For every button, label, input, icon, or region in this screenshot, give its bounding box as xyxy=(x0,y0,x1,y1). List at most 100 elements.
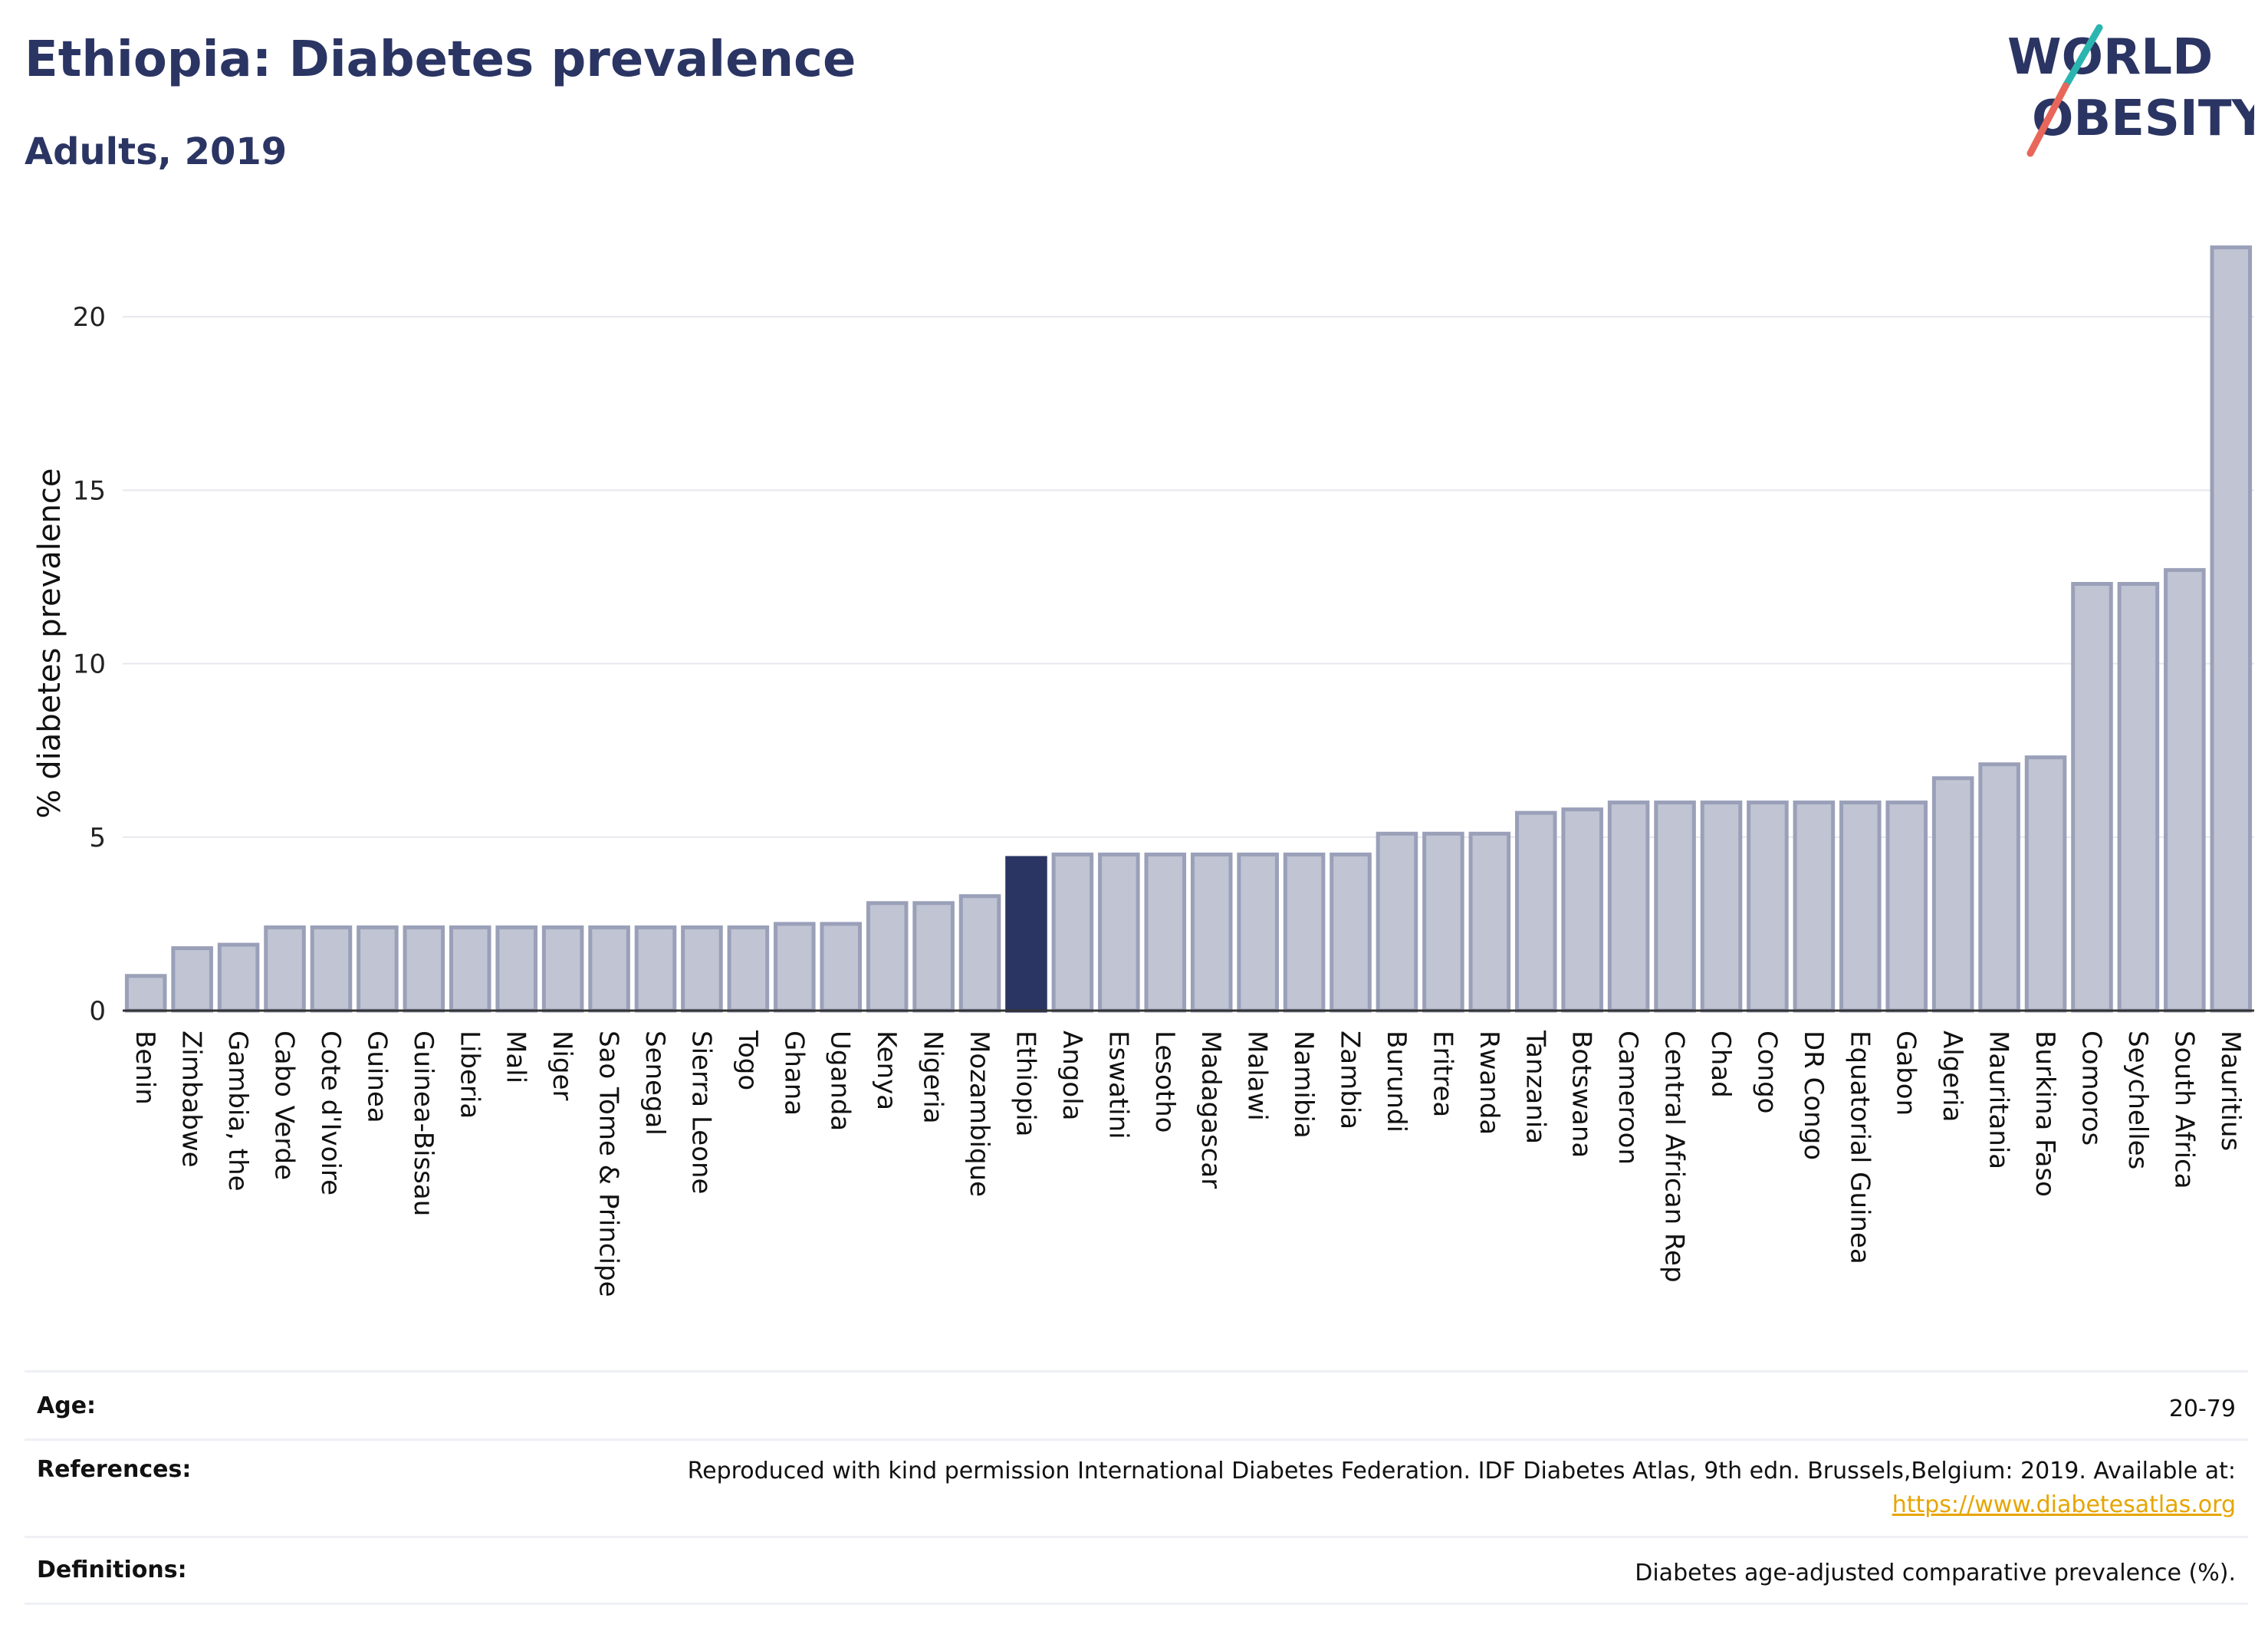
bar-liberia[interactable] xyxy=(449,925,491,1013)
x-tick-label: Chad xyxy=(1705,1031,1736,1098)
y-tick-label: 15 xyxy=(73,475,106,506)
bar-zimbabwe[interactable] xyxy=(171,946,213,1013)
x-tick-label: Seychelles xyxy=(2122,1031,2153,1169)
x-tick-label: South Africa xyxy=(2168,1031,2199,1189)
bar-togo[interactable] xyxy=(727,925,770,1013)
x-tick-label: Zambia xyxy=(1335,1031,1366,1129)
bar-senegal[interactable] xyxy=(634,925,677,1013)
x-tick-label: Burundi xyxy=(1381,1031,1412,1133)
info-row-references: References: Reproduced with kind permiss… xyxy=(25,1438,2248,1536)
references-link[interactable]: https://www.diabetesatlas.org xyxy=(1892,1491,2236,1518)
y-tick-label: 20 xyxy=(73,302,106,333)
bar-uganda[interactable] xyxy=(820,922,863,1013)
bar-benin[interactable] xyxy=(124,974,167,1013)
x-tick-label: Comoros xyxy=(2076,1031,2106,1146)
bar-kenya[interactable] xyxy=(866,901,909,1013)
x-tick-label: Sao Tome & Principe xyxy=(593,1031,624,1297)
x-tick-label: Mali xyxy=(501,1031,531,1083)
bar-central-african-rep[interactable] xyxy=(1654,801,1696,1013)
bar-cote-d-ivoire[interactable] xyxy=(310,925,353,1013)
references-label: References: xyxy=(37,1456,192,1483)
y-tick-label: 10 xyxy=(73,649,106,680)
x-tick-label: Congo xyxy=(1751,1031,1782,1113)
x-tick-label: Nigeria xyxy=(918,1031,948,1124)
bar-rwanda[interactable] xyxy=(1468,831,1511,1013)
logo-line1: WORLD xyxy=(2007,29,2213,86)
x-tick-label: Togo xyxy=(732,1030,763,1090)
x-tick-label: Gabon xyxy=(1891,1031,1921,1116)
age-value: 20-79 xyxy=(2168,1396,2236,1422)
bar-dr-congo[interactable] xyxy=(1793,801,1836,1013)
world-obesity-logo: WORLD OBESITY xyxy=(2007,24,2254,157)
x-tick-label: Mauritania xyxy=(1984,1031,2014,1169)
x-tick-label: Malawi xyxy=(1242,1031,1273,1121)
bar-malawi[interactable] xyxy=(1237,852,1279,1013)
logo-slash-bottom xyxy=(2026,82,2069,157)
bar-mauritania[interactable] xyxy=(1978,762,2020,1013)
definitions-label: Definitions: xyxy=(37,1557,187,1583)
x-tick-label: DR Congo xyxy=(1798,1031,1829,1160)
x-tick-label: Kenya xyxy=(871,1031,902,1110)
bar-lesotho[interactable] xyxy=(1144,852,1187,1013)
bar-eritrea[interactable] xyxy=(1422,831,1464,1013)
x-tick-label: Mauritius xyxy=(2215,1031,2246,1151)
y-tick-label: 5 xyxy=(89,823,106,853)
x-tick-label: Botswana xyxy=(1566,1031,1597,1158)
definitions-value: Diabetes age-adjusted comparative preval… xyxy=(1635,1560,2236,1586)
bar-equatorial-guinea[interactable] xyxy=(1839,801,1882,1013)
bar-madagascar[interactable] xyxy=(1190,852,1233,1013)
x-tick-label: Angola xyxy=(1057,1031,1087,1120)
bar-cameroon[interactable] xyxy=(1607,801,1650,1013)
bar-chad[interactable] xyxy=(1700,801,1743,1013)
x-tick-label: Niger xyxy=(547,1031,577,1100)
x-tick-label: Burkina Faso xyxy=(2030,1031,2060,1197)
references-text: Reproduced with kind permission Internat… xyxy=(687,1458,2236,1484)
x-tick-label: Ethiopia xyxy=(1010,1031,1040,1136)
bar-mauritius[interactable] xyxy=(2210,245,2253,1013)
x-tick-label: Uganda xyxy=(825,1031,856,1131)
bar-niger[interactable] xyxy=(541,925,584,1013)
bar-sao-tome-principe[interactable] xyxy=(588,925,630,1013)
bar-guinea[interactable] xyxy=(357,925,399,1013)
x-tick-label: Cote d'Ivoire xyxy=(315,1031,346,1195)
bar-gambia-the[interactable] xyxy=(217,942,260,1013)
bar-sierra-leone[interactable] xyxy=(681,925,723,1013)
info-row-age: Age: 20-79 xyxy=(25,1370,2248,1438)
y-tick-label: 0 xyxy=(89,996,106,1027)
bar-algeria[interactable] xyxy=(1931,776,1974,1013)
bar-ghana[interactable] xyxy=(774,922,816,1013)
bar-eswatini[interactable] xyxy=(1098,852,1140,1013)
x-tick-label: Senegal xyxy=(639,1031,670,1136)
bar-zambia[interactable] xyxy=(1330,852,1372,1013)
bar-nigeria[interactable] xyxy=(912,901,955,1013)
bar-mozambique[interactable] xyxy=(958,894,1001,1013)
x-tick-label: Cabo Verde xyxy=(269,1031,300,1180)
x-tick-label: Algeria xyxy=(1937,1031,1967,1122)
x-tick-label: Liberia xyxy=(454,1031,485,1119)
bar-comoros[interactable] xyxy=(2071,581,2113,1013)
bar-gabon[interactable] xyxy=(1885,801,1928,1013)
x-tick-label: Benin xyxy=(130,1031,160,1105)
x-tick-label: Eritrea xyxy=(1427,1031,1458,1117)
bar-tanzania[interactable] xyxy=(1514,810,1557,1013)
logo-line2: OBESITY xyxy=(2032,90,2254,147)
bar-namibia[interactable] xyxy=(1283,852,1326,1013)
bar-mali[interactable] xyxy=(495,925,537,1013)
bar-burkina-faso[interactable] xyxy=(2024,755,2067,1013)
x-tick-label: Zimbabwe xyxy=(176,1031,207,1168)
x-tick-label: Ghana xyxy=(778,1031,809,1116)
bar-botswana[interactable] xyxy=(1561,807,1603,1013)
info-table: Age: 20-79 References: Reproduced with k… xyxy=(25,1370,2248,1605)
bar-burundi[interactable] xyxy=(1376,831,1418,1013)
bar-cabo-verde[interactable] xyxy=(264,925,306,1013)
x-tick-label: Lesotho xyxy=(1149,1031,1180,1133)
bar-seychelles[interactable] xyxy=(2117,581,2160,1013)
x-tick-label: Gambia, the xyxy=(222,1031,253,1192)
x-tick-label: Central African Rep xyxy=(1659,1031,1690,1283)
x-tick-label: Madagascar xyxy=(1195,1031,1226,1189)
bar-south-africa[interactable] xyxy=(2164,567,2206,1013)
bar-guinea-bissau[interactable] xyxy=(403,925,445,1013)
bar-congo[interactable] xyxy=(1747,801,1789,1013)
bar-angola[interactable] xyxy=(1051,852,1094,1013)
bar-ethiopia[interactable] xyxy=(1005,856,1047,1013)
